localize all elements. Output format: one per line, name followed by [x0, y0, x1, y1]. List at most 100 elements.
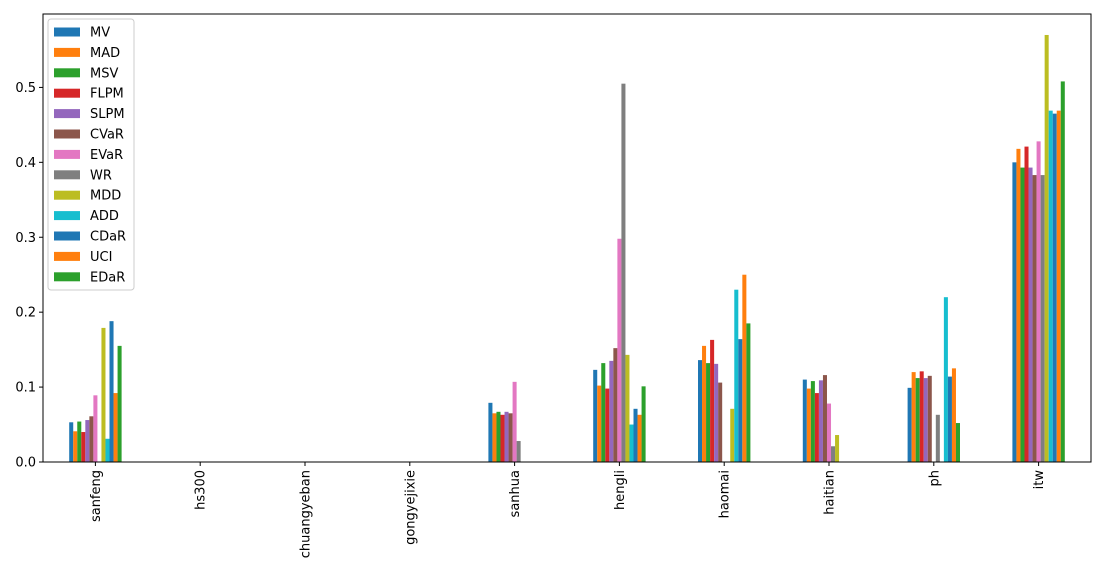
bar-cdar-itw [1052, 113, 1057, 462]
x-tick-label-haitian: haitian [823, 470, 838, 515]
legend-label-add: ADD [90, 209, 119, 224]
bar-slpm-haitian [818, 380, 823, 462]
bar-uci-haomai [742, 274, 747, 462]
bar-uci-itw [1056, 110, 1061, 462]
bar-mad-haitian [806, 388, 811, 462]
legend-label-cdar: CDaR [90, 230, 126, 245]
bar-mdd-sanfeng [101, 327, 106, 462]
legend-swatch-uci [54, 251, 80, 261]
bar-wr-itw [1040, 175, 1045, 462]
legend-box [47, 18, 135, 291]
bar-add-ph [943, 297, 948, 462]
bar-msv-haomai [706, 363, 711, 462]
bar-msv-ph [915, 378, 920, 462]
legend-swatch-mv [54, 27, 80, 37]
y-tick-label: 0.2 [15, 306, 36, 321]
bar-wr-hengli [621, 83, 626, 462]
legend-label-msv: MSV [90, 66, 118, 81]
bar-msv-sanfeng [77, 421, 82, 462]
legend-label-flpm: FLPM [90, 87, 124, 102]
bar-mad-sanfeng [73, 431, 78, 462]
bar-edar-sanfeng [117, 345, 122, 462]
bar-flpm-sanhua [500, 414, 505, 462]
legend-label-slpm: SLPM [90, 107, 125, 122]
bar-mdd-haitian [835, 435, 840, 462]
bar-mv-hengli [593, 369, 598, 462]
bar-msv-hengli [601, 363, 606, 462]
bar-mv-haitian [802, 379, 807, 462]
legend-swatch-mad [54, 47, 80, 57]
bar-flpm-hengli [605, 388, 610, 462]
x-tick-label-chuangyeban: chuangyeban [299, 470, 314, 558]
bar-mdd-hengli [625, 354, 630, 462]
plot-frame [42, 13, 1092, 463]
legend-swatch-mdd [54, 190, 80, 200]
x-tick-label-ph: ph [927, 470, 942, 487]
bar-wr-sanhua [516, 441, 521, 462]
bar-edar-hengli [641, 386, 646, 462]
bar-slpm-hengli [609, 360, 614, 462]
bar-uci-ph [951, 368, 956, 462]
bar-mv-sanhua [488, 402, 493, 462]
bar-evar-hengli [617, 238, 622, 462]
bar-mv-sanfeng [69, 422, 74, 462]
bar-mad-ph [911, 372, 916, 462]
y-tick-label: 0.1 [15, 381, 36, 396]
bar-cvar-itw [1032, 175, 1037, 462]
x-tick-label-itw: itw [1032, 470, 1047, 490]
bar-flpm-haitian [814, 393, 819, 462]
bars-layer [69, 34, 1065, 463]
bar-cvar-sanfeng [89, 416, 94, 462]
legend-label-mad: MAD [90, 46, 120, 61]
bar-uci-hengli [637, 414, 642, 462]
bar-cvar-ph [927, 375, 932, 462]
legend-swatch-add [54, 211, 80, 221]
bar-flpm-itw [1024, 146, 1029, 463]
legend-label-uci: UCI [90, 250, 112, 265]
bar-cdar-hengli [633, 408, 638, 462]
legend-swatch-cvar [54, 129, 80, 139]
legend-label-mdd: MDD [90, 189, 121, 204]
bar-msv-itw [1020, 167, 1025, 462]
legend-swatch-evar [54, 149, 80, 159]
legend-swatch-cdar [54, 231, 80, 241]
bar-cvar-haitian [822, 375, 827, 462]
x-tick-label-sanfeng: sanfeng [89, 470, 104, 522]
legend: MV MAD MSV FLPM SLPM CVaR EVaR WR MDD ADD CDaR UCI E… [47, 18, 135, 291]
legend-label-evar: EVaR [90, 148, 123, 163]
bar-evar-haitian [826, 403, 832, 462]
bar-cdar-ph [947, 376, 952, 462]
bar-flpm-sanfeng [81, 432, 86, 462]
bar-mv-ph [907, 387, 912, 462]
legend-label-wr: WR [90, 168, 112, 183]
legend-swatch-slpm [54, 109, 80, 119]
legend-swatch-wr [54, 170, 80, 180]
y-tick-label: 0.5 [15, 81, 36, 96]
bar-cvar-haomai [718, 382, 723, 462]
bar-wr-ph [935, 414, 940, 462]
y-tick-label: 0.4 [15, 156, 36, 171]
legend-swatch-edar [54, 272, 80, 282]
bar-mv-haomai [698, 360, 703, 462]
legend-label-cvar: CVaR [90, 128, 124, 143]
bar-wr-haitian [831, 446, 836, 462]
bar-slpm-itw [1028, 167, 1033, 462]
x-tick-label-hs300: hs300 [194, 470, 209, 510]
x-axis: sanfeng hs300 chuangyeban gongyejixie sanhua… [89, 462, 1047, 558]
bar-uci-sanfeng [113, 393, 118, 462]
bar-mad-haomai [702, 345, 707, 462]
bar-mad-itw [1016, 148, 1021, 463]
y-tick-label: 0.3 [15, 231, 36, 246]
bar-evar-sanhua [512, 381, 517, 462]
bar-add-haomai [734, 289, 739, 462]
x-tick-label-gongyejixie: gongyejixie [403, 470, 418, 545]
bar-mv-itw [1012, 162, 1017, 462]
legend-label-mv: MV [90, 26, 110, 41]
bar-cvar-hengli [613, 348, 618, 462]
bar-cdar-sanfeng [109, 321, 114, 462]
bar-slpm-sanhua [504, 411, 509, 462]
x-tick-label-hengli: hengli [613, 470, 628, 510]
bar-edar-ph [955, 423, 960, 462]
bar-msv-sanhua [496, 411, 501, 462]
